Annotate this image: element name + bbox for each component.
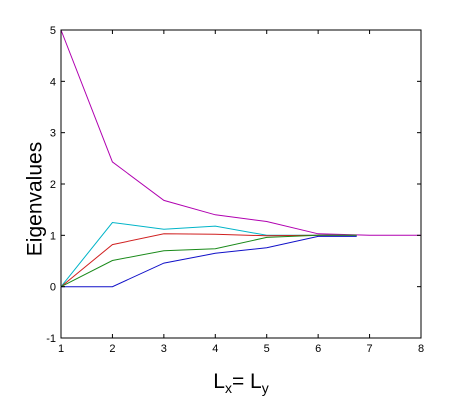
series-line-1 (60, 29, 421, 236)
x-axis-title-a: L (213, 370, 225, 393)
series-layer (60, 29, 421, 288)
x-tick-label: 8 (418, 343, 424, 355)
x-axis-title-b: L (250, 370, 262, 393)
y-tick-label: -1 (46, 333, 56, 345)
x-axis-title: Lx= Ly (213, 370, 268, 396)
plot-frame (60, 29, 422, 339)
y-tick-label: 3 (50, 128, 56, 140)
y-tick-label: 0 (50, 282, 56, 294)
y-tick-label: 5 (50, 25, 56, 37)
x-tick-label: 7 (367, 343, 373, 355)
x-tick-label: 4 (212, 343, 218, 355)
plot-area (60, 29, 422, 339)
y-axis-title: Eigenvalues (24, 142, 47, 256)
x-axis-title-eq: = (232, 370, 250, 393)
x-axis-title-a-sub: x (225, 380, 232, 396)
x-axis-title-b-sub: y (262, 380, 269, 396)
x-tick-label: 2 (109, 343, 115, 355)
x-tick-label: 6 (315, 343, 321, 355)
x-tick-label: 3 (161, 343, 167, 355)
ticks-layer: 1 2 3 4 5 6 7 8 -1 0 1 2 3 4 5 (46, 25, 424, 355)
x-tick-label: 5 (264, 343, 270, 355)
y-tick-label: 1 (50, 230, 56, 242)
y-tick-label: 4 (50, 76, 56, 88)
y-tick-label: 2 (50, 179, 56, 191)
series-line-4 (60, 234, 357, 288)
x-tick-label: 1 (58, 343, 64, 355)
series-line-5 (61, 235, 357, 288)
